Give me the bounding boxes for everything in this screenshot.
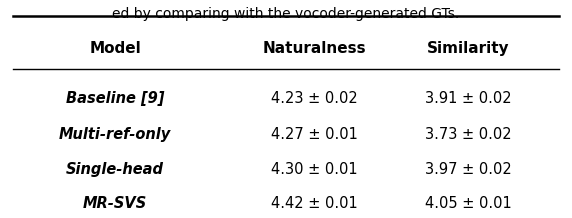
Text: 4.30 ± 0.01: 4.30 ± 0.01 [271,162,358,177]
Text: 3.97 ± 0.02: 3.97 ± 0.02 [425,162,511,177]
Text: ed by comparing with the vocoder-generated GTs.: ed by comparing with the vocoder-generat… [112,7,460,20]
Text: 3.73 ± 0.02: 3.73 ± 0.02 [425,127,511,142]
Text: 3.91 ± 0.02: 3.91 ± 0.02 [425,91,511,106]
Text: Single-head: Single-head [66,162,164,177]
Text: Naturalness: Naturalness [263,41,366,56]
Text: 4.27 ± 0.01: 4.27 ± 0.01 [271,127,358,142]
Text: 4.23 ± 0.02: 4.23 ± 0.02 [271,91,358,106]
Text: 4.05 ± 0.01: 4.05 ± 0.01 [425,196,511,211]
Text: MR-SVS: MR-SVS [83,196,148,211]
Text: Multi-ref-only: Multi-ref-only [59,127,172,142]
Text: Similarity: Similarity [427,41,510,56]
Text: 4.42 ± 0.01: 4.42 ± 0.01 [271,196,358,211]
Text: Model: Model [89,41,141,56]
Text: Baseline [9]: Baseline [9] [66,91,164,106]
